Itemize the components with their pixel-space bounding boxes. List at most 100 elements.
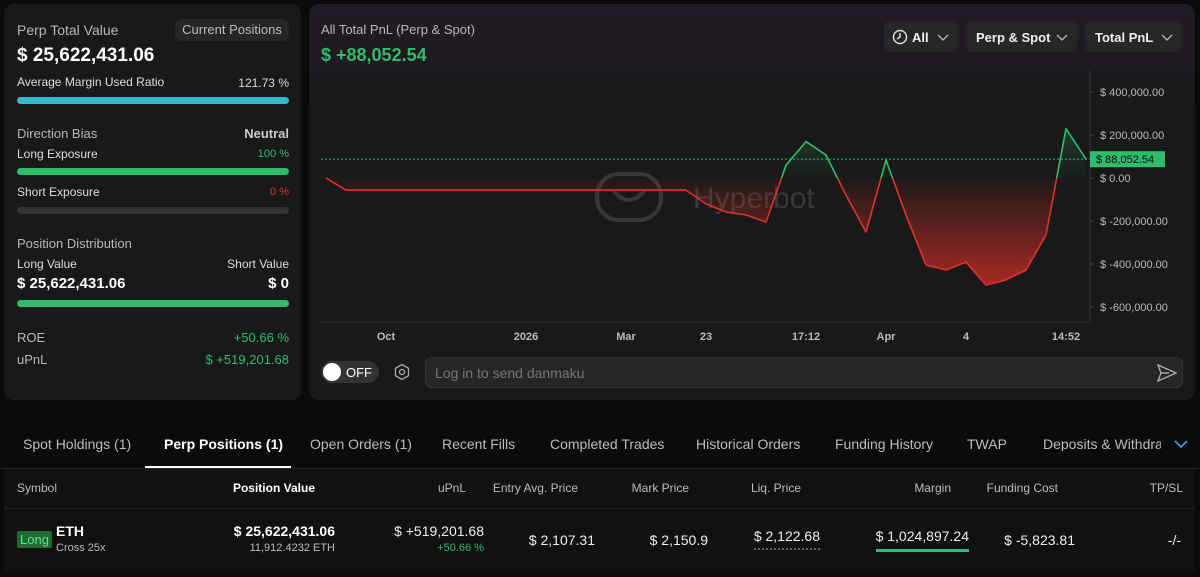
chevron: [1161, 34, 1173, 41]
metric-filter-label: Total PnL: [1095, 30, 1154, 45]
column-header[interactable]: Symbol: [17, 481, 58, 495]
distribution-bar: [17, 300, 289, 307]
roe-label: ROE: [17, 330, 46, 345]
funding-cost: $ -5,823.81: [1004, 532, 1075, 548]
long-exposure-value: 100 %: [257, 148, 289, 160]
path-shape: [1174, 440, 1188, 449]
danmaku-input[interactable]: Log in to send danmaku: [425, 357, 1183, 388]
liq-price: $ 2,122.68: [753, 529, 820, 550]
y-tick-label: $ -400,000.00: [1100, 259, 1168, 271]
tab[interactable]: Historical Orders: [696, 436, 801, 452]
x-tick-label: 23: [700, 331, 712, 343]
path-shape: [896, 33, 901, 40]
scope-filter[interactable]: Perp & Spot: [966, 21, 1077, 52]
toggle-knob: [323, 363, 341, 381]
summary-title: Perp Total Value: [17, 22, 119, 38]
tab[interactable]: Deposits & Withdraw: [1043, 437, 1161, 451]
clock-icon: [892, 29, 908, 45]
x-tick-label: 17:12: [792, 331, 820, 343]
current-positions-button[interactable]: Current Positions: [175, 19, 289, 41]
position-value: $ 25,622,431.06: [233, 523, 335, 539]
tab[interactable]: Spot Holdings (1): [23, 436, 132, 452]
pnl-line: [325, 127, 1087, 286]
column-header[interactable]: Entry Avg. Price: [492, 481, 578, 495]
column-header[interactable]: uPnL: [437, 481, 466, 495]
margin-value: 121.73 %: [238, 76, 289, 90]
margin-mode: Cross 25x: [56, 542, 106, 554]
long-amount: $ 25,622,431.06: [17, 275, 126, 292]
range-filter[interactable]: All: [884, 21, 958, 52]
tab-indicator: [145, 466, 291, 468]
summary-panel: [4, 4, 301, 400]
tab-active[interactable]: Perp Positions (1): [164, 436, 284, 452]
upnl-label: uPnL: [17, 352, 48, 367]
current-value-label: $ 88,052.54: [1096, 154, 1154, 166]
chevron: [937, 34, 949, 41]
x-tick-label: 14:52: [1052, 331, 1080, 343]
side-badge: Long: [17, 531, 52, 548]
x-tick-label: Oct: [377, 331, 396, 343]
x-tick-label: Mar: [616, 331, 636, 343]
tab[interactable]: Funding History: [835, 436, 934, 452]
mark-price: $ 2,150.9: [649, 532, 708, 548]
metric-filter[interactable]: Total PnL: [1085, 21, 1182, 52]
chart-value: $ +88,052.54: [321, 45, 427, 65]
danmaku-toggle[interactable]: OFF: [321, 361, 379, 383]
y-tick-label: $ 400,000.00: [1100, 87, 1164, 99]
tab[interactable]: TWAP: [967, 436, 1007, 452]
y-tick-label: $ -600,000.00: [1100, 302, 1168, 314]
long-exposure-label: Long Exposure: [17, 147, 98, 161]
y-tick-label: $ 0.00: [1100, 173, 1131, 185]
column-header[interactable]: Mark Price: [631, 481, 689, 495]
current-value-tag: [1090, 151, 1165, 168]
column-header[interactable]: Funding Cost: [986, 481, 1058, 495]
long-value-label: Long Value: [17, 257, 77, 271]
roe: +50.66 %: [437, 542, 484, 554]
upnl: $ +519,201.68: [394, 523, 484, 539]
entry-price: $ 2,107.31: [528, 532, 595, 548]
short-exposure-value: 0 %: [270, 186, 289, 198]
position-size: 11,912.4232 ETH: [249, 542, 335, 554]
short-value-label: Short Value: [227, 257, 289, 271]
roe-value: +50.66 %: [233, 330, 289, 345]
pnl-area: [326, 128, 1086, 286]
margin: $ 1,024,897.24: [875, 529, 969, 552]
distribution-label: Position Distribution: [17, 236, 132, 251]
circle-shape: [892, 29, 908, 45]
tp-sl: -/-: [1167, 532, 1181, 548]
settings-icon[interactable]: [393, 363, 411, 381]
column-header[interactable]: Liq. Price: [750, 481, 801, 495]
direction-label: Direction Bias: [17, 126, 98, 141]
send-icon[interactable]: [1157, 364, 1177, 382]
path-shape: [937, 34, 949, 41]
total-value: $ 25,622,431.06: [17, 45, 155, 66]
tabs-expand[interactable]: [1174, 440, 1188, 449]
x-tick-label: Apr: [877, 331, 897, 343]
range-filter-label: All: [912, 30, 929, 45]
path-shape: [611, 188, 647, 202]
scope-filter-label: Perp & Spot: [976, 30, 1051, 45]
symbol[interactable]: ETH: [56, 523, 84, 539]
direction-value: Neutral: [244, 126, 289, 141]
tab[interactable]: Recent Fills: [442, 436, 516, 452]
input-placeholder: Log in to send danmaku: [435, 365, 585, 381]
upnl-value: $ +519,201.68: [205, 352, 290, 367]
toggle-label: OFF: [346, 365, 372, 380]
row-divider: [4, 508, 1195, 509]
short-exposure-label: Short Exposure: [17, 185, 100, 199]
tab[interactable]: Open Orders (1): [310, 436, 412, 452]
path-shape: [394, 363, 410, 381]
column-header[interactable]: Margin: [914, 481, 951, 495]
pnl-chart: Hyperbot $ 400,000.00$ 200,000.00$ 0.00$…: [321, 70, 1168, 343]
tab[interactable]: Completed Trades: [550, 436, 665, 452]
column-header[interactable]: Position Value: [232, 481, 315, 495]
rect-shape: [595, 172, 663, 222]
y-tick-label: $ -200,000.00: [1100, 216, 1168, 228]
positions-table: [4, 469, 1195, 571]
short-amount: $ 0: [268, 275, 289, 292]
circle-shape: [398, 368, 406, 376]
long-exposure-bar: [17, 168, 289, 175]
column-header[interactable]: TP/SL: [1149, 481, 1183, 495]
